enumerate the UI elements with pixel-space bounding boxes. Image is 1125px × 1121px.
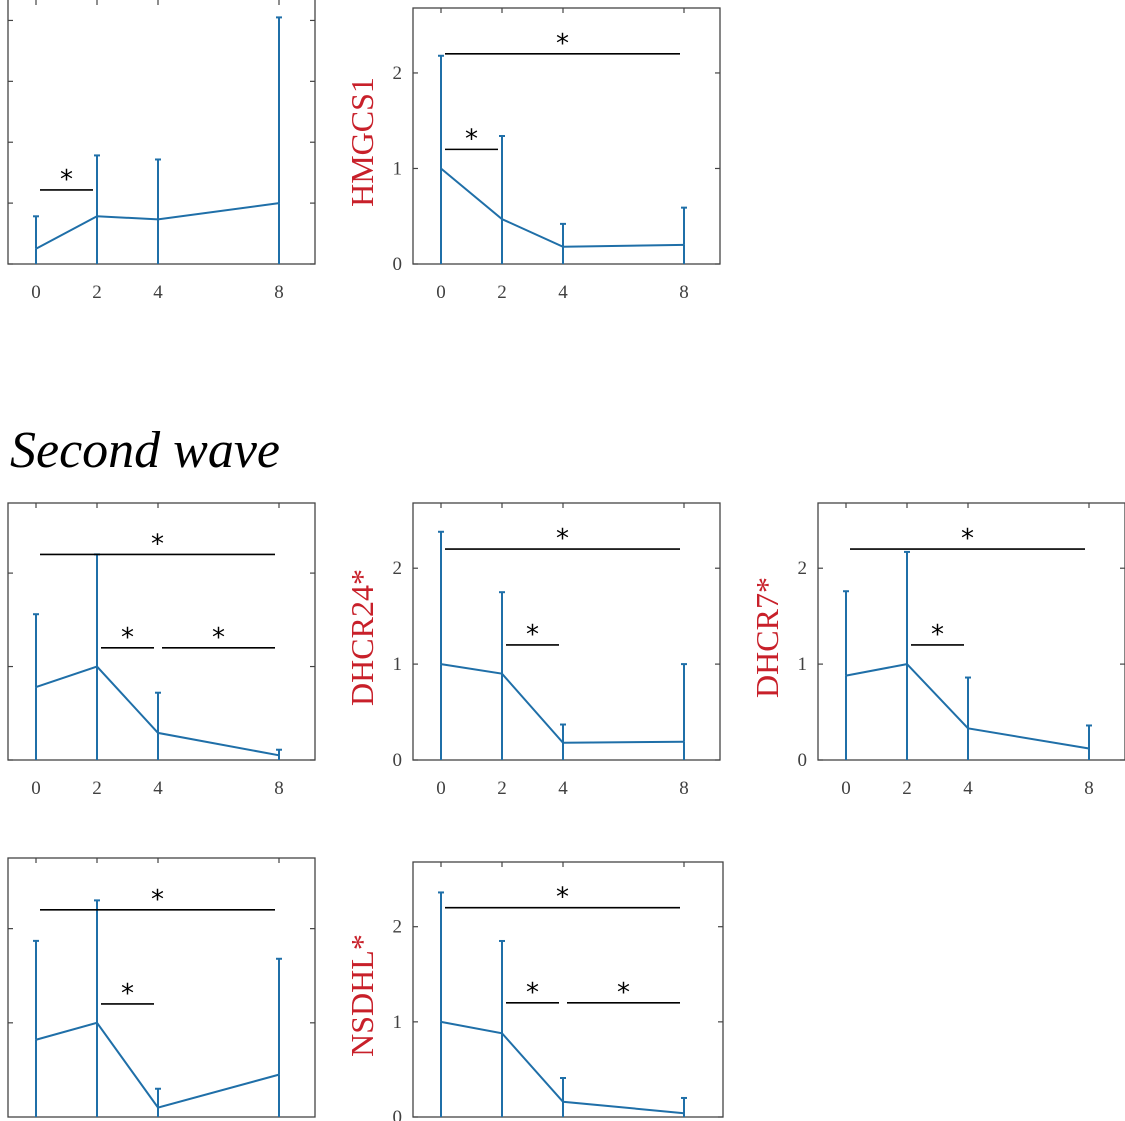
y-tick-label: 0 xyxy=(393,750,403,771)
chart-panel-row2-col2: 0 1 2 0 2 4 8 * * DHCR24* xyxy=(344,502,721,799)
significance-star: * xyxy=(212,623,225,653)
chart-panel-row2-col3: 0 1 2 0 2 4 8 * * DHCR7* xyxy=(749,502,1125,799)
significance-star: * xyxy=(961,524,974,554)
significance-star: * xyxy=(556,524,569,554)
chart-panel-row1-col1: 0 2 4 8 * xyxy=(7,0,316,303)
x-tick-label: 4 xyxy=(153,282,163,303)
significance-star: * xyxy=(526,978,539,1008)
chart-panel-row1-col2: 0 1 2 0 2 4 8 * * HMGCS1 xyxy=(344,7,721,303)
significance-star: * xyxy=(121,623,134,653)
axes-box xyxy=(412,861,724,1118)
series-line xyxy=(35,1021,280,1109)
significance-star: * xyxy=(931,620,944,650)
x-tick-label: 4 xyxy=(153,778,163,799)
x-tick-label: 2 xyxy=(497,778,507,799)
series-line xyxy=(440,663,685,744)
significance-star: * xyxy=(151,529,164,559)
axes-box xyxy=(412,7,721,265)
x-tick-label: 0 xyxy=(436,778,446,799)
gene-label: HMGCS1 xyxy=(344,77,380,207)
chart-panel-row2-col1: 0 2 4 8 * * * xyxy=(7,502,316,799)
x-tick-label: 8 xyxy=(1084,778,1094,799)
significance-star: * xyxy=(121,979,134,1009)
x-tick-label: 8 xyxy=(679,282,689,303)
series-line xyxy=(35,665,280,757)
x-tick-label: 0 xyxy=(31,778,41,799)
y-tick-label: 0 xyxy=(393,254,403,275)
gene-label: DHCR24* xyxy=(344,569,380,706)
series-line xyxy=(845,663,1090,750)
axes-box xyxy=(7,857,316,1118)
significance-star: * xyxy=(465,124,478,154)
x-tick-label: 8 xyxy=(274,778,284,799)
y-tick-label: 1 xyxy=(393,158,403,179)
x-tick-label: 4 xyxy=(558,282,568,303)
section-title: Second wave xyxy=(10,422,280,479)
axes-box xyxy=(7,502,316,761)
y-tick-label: 0 xyxy=(393,1107,403,1121)
axes-box xyxy=(7,0,316,265)
x-tick-label: 0 xyxy=(31,282,41,303)
y-tick-label: 2 xyxy=(393,63,403,84)
gene-label: DHCR7* xyxy=(749,577,785,698)
significance-star: * xyxy=(617,978,630,1008)
gene-label: NSDHL* xyxy=(344,934,380,1057)
significance-star: * xyxy=(60,165,73,195)
significance-star: * xyxy=(151,885,164,915)
series-line xyxy=(440,167,685,248)
x-tick-label: 2 xyxy=(92,282,102,303)
series-line xyxy=(440,1020,685,1115)
y-tick-label: 1 xyxy=(798,654,808,675)
series-line xyxy=(35,202,280,250)
x-tick-label: 2 xyxy=(902,778,912,799)
x-tick-label: 4 xyxy=(963,778,973,799)
significance-star: * xyxy=(556,29,569,59)
y-tick-label: 2 xyxy=(798,558,808,579)
y-tick-label: 1 xyxy=(393,654,403,675)
x-tick-label: 2 xyxy=(92,778,102,799)
y-tick-label: 2 xyxy=(393,917,403,938)
x-tick-label: 8 xyxy=(679,778,689,799)
significance-star: * xyxy=(556,883,569,913)
x-tick-label: 4 xyxy=(558,778,568,799)
y-tick-label: 2 xyxy=(393,558,403,579)
axes-box xyxy=(412,502,721,761)
y-tick-label: 1 xyxy=(393,1012,403,1033)
chart-panel-row3-col1: ** xyxy=(7,857,316,1118)
significance-star: * xyxy=(526,620,539,650)
x-tick-label: 8 xyxy=(274,282,284,303)
y-tick-label: 0 xyxy=(798,750,808,771)
x-tick-label: 0 xyxy=(841,778,851,799)
x-tick-label: 0 xyxy=(436,282,446,303)
chart-panel-row3-col2: 0 1 2 * * * NSDHL* xyxy=(344,861,724,1121)
axes-box xyxy=(817,502,1125,761)
x-tick-label: 2 xyxy=(497,282,507,303)
